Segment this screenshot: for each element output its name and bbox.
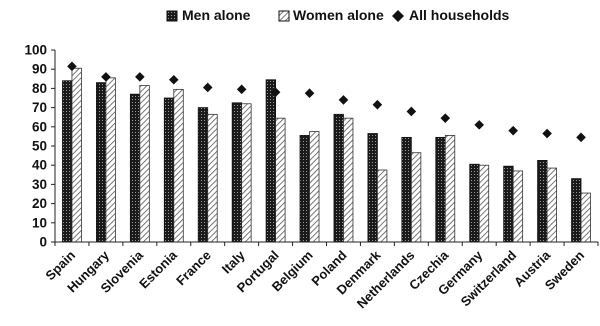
bar-women-alone-belgium [309,131,320,243]
legend-item-all-households: All households [392,7,510,23]
bar-men-alone-austria [537,159,548,243]
legend-item-women-alone: Women alone [278,7,384,23]
bar-women-alone-france [207,113,218,243]
marker-all-households-italy [236,84,247,95]
marker-all-households-sweden [576,132,586,143]
marker-all-households-germany [474,120,485,130]
bar-men-alone-slovenia [129,93,141,243]
marker-all-households-spain [67,61,77,72]
x-tick-label-france: France [173,248,214,289]
marker-all-households-belgium [304,88,315,98]
marker-all-households-czechia [440,113,451,123]
y-tick-label: 10 [32,215,47,230]
bar-men-alone-estonia [163,97,175,243]
y-tick-label: 80 [32,81,47,96]
markers [67,61,586,143]
y-tick-label: 70 [32,100,47,115]
bar-women-alone-czechia [444,135,456,243]
marker-all-households-estonia [168,74,179,85]
bar-men-alone-portugal [265,79,276,243]
bar-men-alone-poland [333,113,344,243]
bars [62,67,591,243]
bar-men-alone-denmark [367,133,378,243]
marker-all-households-austria [542,128,552,139]
bar-men-alone-netherlands [401,136,412,243]
y-tick-label: 30 [32,177,47,192]
bar-women-alone-denmark [377,169,388,243]
bar-men-alone-sweden [571,178,582,243]
bar-women-alone-netherlands [410,152,422,243]
y-tick-label: 60 [32,119,47,134]
x-tick-label-italy: Italy [219,247,249,277]
y-tick-label: 50 [32,139,47,154]
legend-label-women-alone: Women alone [293,7,384,23]
bar-men-alone-france [197,107,209,243]
legend-swatch-men-alone [166,10,178,22]
bar-men-alone-hungary [96,82,107,243]
bar-women-alone-sweden [580,192,591,243]
bar-women-alone-spain [71,67,82,243]
bar-men-alone-switzerland [503,165,514,243]
marker-all-households-poland [338,95,349,105]
bar-women-alone-switzerland [512,170,524,243]
bar-men-alone-italy [231,102,243,243]
bar-women-alone-austria [546,167,557,243]
marker-all-households-france [202,82,213,93]
y-tick-label: 20 [32,196,47,211]
marker-all-households-hungary [101,72,111,82]
bar-women-alone-hungary [105,77,116,243]
bar-women-alone-poland [343,117,354,243]
legend-item-men-alone: Men alone [166,7,251,23]
bar-women-alone-estonia [173,88,184,243]
bar-men-alone-belgium [299,135,310,243]
y-axis: 0 10 20 30 40 50 60 70 80 90 100 [24,43,56,250]
bar-women-alone-slovenia [139,85,150,243]
marker-all-households-netherlands [406,106,417,117]
legend-label-men-alone: Men alone [182,7,251,23]
legend: Men alone Women alone All households [166,7,510,23]
y-tick-label: 90 [32,62,47,77]
bar-women-alone-italy [241,103,252,243]
legend-label-all-households: All households [409,7,510,23]
legend-swatch-women-alone [278,10,290,22]
bar-men-alone-spain [62,80,73,243]
x-tick-label-estonia: Estonia [136,247,180,291]
bar-women-alone-portugal [275,117,286,243]
bar-men-alone-czechia [435,136,446,243]
bar-women-alone-germany [478,164,490,243]
marker-all-households-slovenia [135,72,145,82]
marker-all-households-switzerland [508,125,518,136]
bar-men-alone-germany [469,163,480,243]
legend-marker-all-households [392,10,404,22]
y-tick-label: 40 [32,158,47,173]
marker-all-households-portugal [270,87,281,98]
y-tick-label: 100 [24,43,47,58]
marker-all-households-denmark [372,99,383,110]
y-tick-label: 0 [39,235,47,250]
